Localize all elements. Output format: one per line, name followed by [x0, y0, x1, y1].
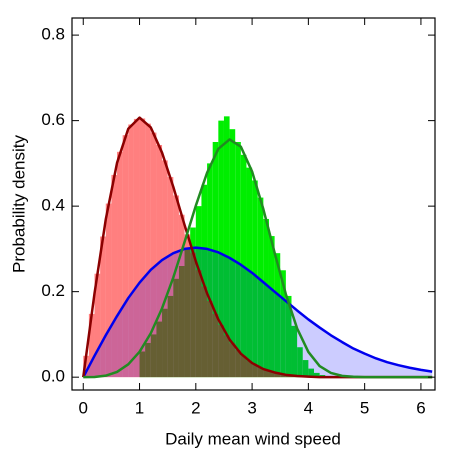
histogram-bar	[133, 118, 140, 378]
histogram-bar	[252, 364, 258, 378]
histogram-bar	[184, 234, 191, 378]
histogram-bar	[207, 301, 213, 378]
x-axis-title: Daily mean wind speed	[165, 429, 341, 448]
histogram-bar	[83, 355, 89, 378]
histogram-bar	[173, 195, 179, 378]
histogram-bar	[223, 116, 230, 378]
x-tick-label: 1	[135, 398, 144, 417]
histogram-bar	[240, 355, 247, 378]
histogram-bar	[223, 335, 230, 378]
histogram-bar	[207, 163, 213, 378]
histogram-bar	[280, 270, 286, 378]
histogram-bar	[280, 374, 286, 378]
histogram-bar	[122, 135, 129, 378]
x-tick-label: 0	[79, 398, 88, 417]
histogram-bar	[257, 197, 264, 378]
histogram-bar	[291, 325, 298, 378]
x-tick-label: 4	[304, 398, 313, 417]
histogram-bar	[252, 180, 258, 378]
histogram-bar	[274, 373, 281, 378]
histogram-bar	[100, 236, 106, 378]
histogram-bar	[263, 218, 269, 378]
histogram-bar	[308, 368, 314, 378]
y-tick-label: 0.8	[41, 25, 65, 44]
histogram-bar	[314, 372, 320, 378]
y-tick-label: 0.2	[41, 281, 65, 300]
density-curve	[82, 246, 433, 378]
density-curve	[83, 138, 433, 379]
x-tick-label: 3	[247, 398, 256, 417]
x-tick-label: 6	[416, 398, 425, 417]
histogram-bar	[178, 214, 185, 378]
histogram-bar	[195, 270, 202, 378]
y-axis-title: Probability density	[9, 135, 28, 273]
histogram-bar	[235, 142, 241, 378]
y-tick-label: 0.6	[41, 110, 65, 129]
histogram-bar	[246, 360, 253, 378]
histogram-bar	[94, 273, 101, 378]
histogram-bar	[268, 372, 275, 378]
histogram-bar	[268, 236, 275, 378]
histogram-bar	[229, 129, 236, 378]
histogram-bar	[235, 350, 241, 378]
histogram-bar	[162, 160, 168, 378]
histogram-bar	[246, 167, 253, 378]
histogram-bar	[88, 313, 95, 378]
histogram-bar	[145, 123, 151, 378]
histogram-bar	[167, 177, 174, 378]
histogram-bar	[139, 118, 146, 378]
histogram-bar	[302, 360, 309, 378]
histogram-bar	[201, 286, 208, 378]
histogram-bar	[212, 142, 219, 378]
y-tick-label: 0.4	[41, 196, 65, 215]
histogram-bar	[117, 151, 123, 378]
histogram-bar	[190, 252, 196, 378]
histogram-bar	[218, 120, 224, 378]
histogram-bar	[297, 347, 303, 378]
histogram-bar	[218, 325, 224, 378]
histogram-bar	[229, 343, 236, 378]
histogram-bar	[150, 132, 157, 378]
histogram-bar	[212, 313, 219, 378]
x-tick-label: 5	[360, 398, 369, 417]
histogram-bar	[257, 367, 264, 378]
histogram-bar	[263, 369, 269, 378]
plot-frame	[71, 17, 436, 391]
histogram-bar	[285, 295, 292, 378]
histogram-bar	[128, 124, 134, 378]
x-tick-label: 2	[191, 398, 200, 417]
y-tick-label: 0.0	[41, 367, 65, 386]
histogram-bar	[274, 253, 281, 378]
histogram-bar	[111, 174, 118, 378]
histogram-bar	[105, 203, 112, 378]
histogram-bar	[201, 184, 208, 378]
